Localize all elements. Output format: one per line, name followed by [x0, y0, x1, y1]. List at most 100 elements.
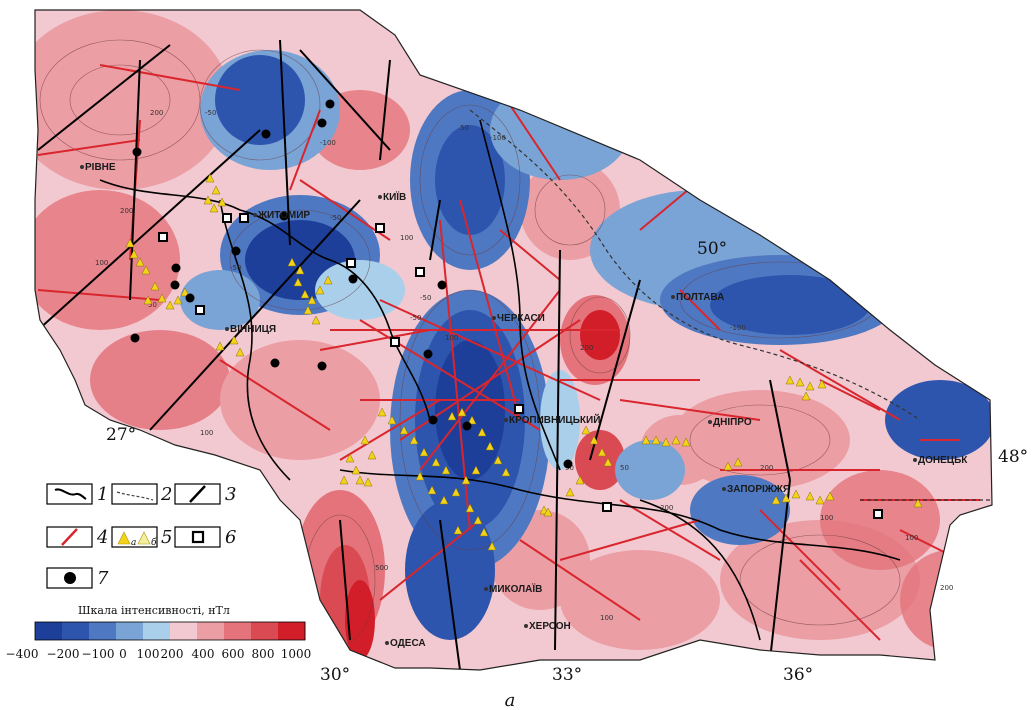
legend-item-6: 6: [174, 526, 236, 548]
city-label: КИЇВ: [383, 190, 406, 203]
mineral-triangle: [211, 185, 221, 195]
mineral-triangle: [439, 495, 449, 505]
mineral-triangle: [311, 315, 321, 325]
isoline-label: 50: [620, 464, 629, 472]
isoline-label: -50: [230, 264, 241, 272]
city-label: ДНІПРО: [713, 417, 752, 428]
coordinate-label: 27°: [106, 425, 136, 445]
scale-segment: [224, 622, 252, 640]
legend-num-5: 5: [161, 527, 172, 548]
mineral-triangle: [387, 415, 397, 425]
mineral-triangle: [671, 435, 681, 445]
scale-segment: [62, 622, 90, 640]
city-label: ОДЕСА: [390, 638, 426, 649]
mineral-triangle: [173, 295, 183, 305]
mineral-triangle: [771, 495, 781, 505]
mineral-triangle: [651, 435, 661, 445]
mineral-triangle: [487, 541, 497, 551]
isoline-label: -50: [205, 109, 216, 117]
mineral-triangle: [451, 487, 461, 497]
city-marker: [378, 195, 382, 199]
scale-segment: [278, 622, 306, 640]
coordinate-label: 36°: [783, 665, 813, 685]
isoline-label: 50: [148, 301, 157, 309]
mineral-triangle: [307, 295, 317, 305]
city-marker: [385, 641, 389, 645]
isoline-label: -100: [490, 134, 506, 142]
mineral-triangle: [345, 453, 355, 463]
dashed-boundary: [469, 109, 990, 501]
mineral-triangle: [180, 287, 190, 297]
scale-segment: [89, 622, 117, 640]
mineral-triangle: [419, 447, 429, 457]
legend-sub-b: б: [151, 537, 157, 548]
scale-title: Шкала інтенсивності, нТл: [78, 604, 230, 617]
mineral-triangle: [589, 435, 599, 445]
coordinate-label: 50°: [697, 239, 727, 259]
isoline-label: -100: [730, 324, 746, 332]
legend-num-2: 2: [160, 484, 172, 505]
mineral-triangle: [295, 265, 305, 275]
mineral-triangle: [781, 493, 791, 503]
intensity-scale-bar: [34, 621, 306, 641]
city-marker: [913, 458, 917, 462]
mineral-triangle: [603, 457, 613, 467]
city-marker: [722, 487, 726, 491]
mineral-triangle: [217, 197, 227, 207]
scale-segment: [143, 622, 171, 640]
contour-lines: [39, 39, 901, 646]
mineral-triangle: [641, 435, 651, 445]
city-label: ЖИТОМИР: [257, 210, 310, 221]
isoline-label: 100: [95, 259, 108, 267]
mineral-triangle: [135, 257, 145, 267]
mineral-triangle: [825, 491, 835, 501]
scale-tick-label: 800: [252, 647, 275, 661]
black-faults: [37, 39, 791, 670]
isoline-label: 200: [760, 464, 773, 472]
mineral-triangle: [141, 265, 151, 275]
scale-tick-label: 0: [119, 647, 127, 661]
open-squares: [158, 213, 883, 519]
isoline-label: 200: [150, 109, 163, 117]
scale-frame: [34, 621, 306, 641]
scale-segment: [116, 622, 144, 640]
mineral-triangle: [467, 415, 477, 425]
mineral-triangle: [801, 391, 811, 401]
coordinate-label: 30°: [320, 665, 350, 685]
mineral-triangle: [815, 495, 825, 505]
isoline-label: 100: [445, 334, 458, 342]
city-label: ЗАПОРІЖЖЯ: [727, 484, 790, 495]
scale-tick-label: −400: [6, 647, 39, 661]
mineral-triangle: [473, 515, 483, 525]
mineral-triangle: [471, 465, 481, 475]
mineral-triangle: [150, 281, 160, 291]
mineral-triangle: [339, 475, 349, 485]
isoline-label: 100: [905, 534, 918, 542]
city-marker: [708, 420, 712, 424]
isoline-label: 200: [940, 584, 953, 592]
scale-segment: [170, 622, 198, 640]
city-label: МИКОЛАЇВ: [489, 582, 542, 595]
legend-item-5: а б 5: [111, 526, 172, 548]
scale-tick-label: 1000: [281, 647, 312, 661]
mineral-triangle: [129, 249, 139, 259]
mineral-triangle: [409, 435, 419, 445]
mineral-triangle: [293, 277, 303, 287]
isoline-label: 100: [600, 614, 613, 622]
coordinate-label: 48°: [998, 447, 1028, 467]
isoline-label: 100: [820, 514, 833, 522]
scale-tick-label: 100: [137, 647, 160, 661]
mineral-triangle: [209, 203, 219, 213]
deposit-dots: [130, 99, 573, 469]
mineral-triangle: [565, 487, 575, 497]
legend-num-4: 4: [96, 527, 108, 548]
scale-segment: [251, 622, 279, 640]
mineral-triangle: [805, 491, 815, 501]
mineral-triangle: [360, 435, 370, 445]
city-marker: [504, 418, 508, 422]
scale-segment: [35, 622, 63, 640]
isoline-label: 200: [580, 344, 593, 352]
admin-boundaries: [99, 119, 901, 641]
mineral-triangle: [427, 485, 437, 495]
mineral-occurrences: [125, 173, 923, 551]
